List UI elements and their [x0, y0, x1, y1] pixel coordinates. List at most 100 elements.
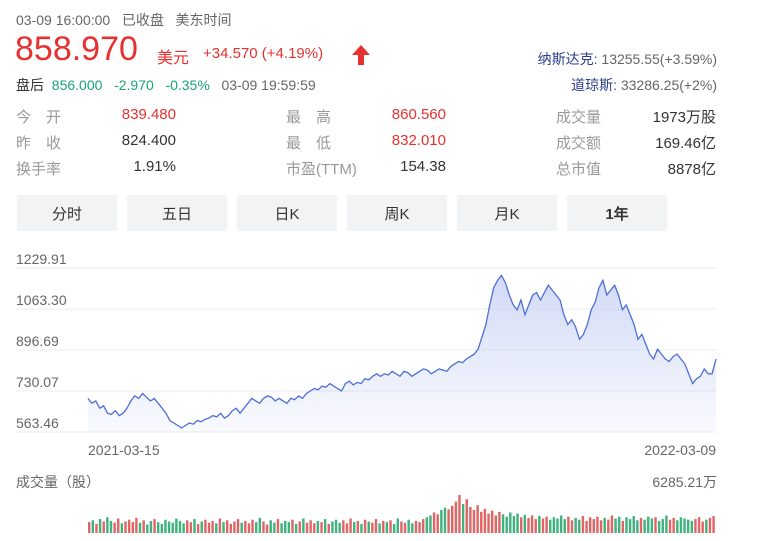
volume-bar [490, 510, 494, 533]
volume-bar [614, 518, 617, 533]
volume-bar [421, 519, 425, 533]
volume-bar [403, 522, 407, 533]
volume-bar [193, 519, 196, 533]
y-tick-label: 896.69 [16, 333, 59, 349]
tab-period[interactable]: 日K [237, 195, 337, 231]
quote-timestamp: 03-09 16:00:00 [16, 12, 111, 28]
volume-bar [581, 516, 585, 533]
volume-bar [549, 519, 552, 533]
arrow-up-icon [352, 45, 370, 65]
volume-bar [287, 522, 291, 533]
volume-bar [233, 521, 236, 533]
volume-bar [200, 521, 203, 533]
index-value: 13255.55(+3.59%) [601, 51, 717, 67]
volume-bar [607, 519, 610, 533]
volume-bar [127, 519, 131, 533]
index-dow[interactable]: 道琼斯: 33286.25(+2%) [571, 75, 717, 95]
volume-bar [95, 523, 98, 533]
volume-bar [98, 519, 102, 533]
market-status: 已收盘 [121, 12, 164, 28]
volume-bar [240, 522, 243, 533]
volume-bar [661, 519, 664, 533]
volume-bar [690, 520, 694, 533]
volume-bar [113, 522, 116, 533]
volume-bar [530, 515, 534, 533]
stat-value: 860.560 [391, 106, 446, 123]
tab-period[interactable]: 1年 [567, 195, 667, 231]
tab-period[interactable]: 分时 [17, 195, 117, 231]
volume-bar [284, 520, 287, 533]
volume-bar [425, 517, 429, 533]
volume-bar [480, 511, 483, 533]
volume-bar [541, 518, 545, 533]
volume-bar [164, 519, 167, 533]
volume-bar [472, 510, 476, 533]
tab-period[interactable]: 五日 [127, 195, 227, 231]
volume-bar [552, 517, 556, 533]
volume-bar [91, 520, 95, 533]
volume-bar [236, 519, 240, 533]
volume-bar [175, 518, 178, 533]
volume-bar [505, 516, 508, 533]
price-change: +34.570 (+4.19%) [203, 45, 324, 62]
volume-bar [712, 516, 715, 533]
after-hours-pct: -0.35% [165, 77, 210, 93]
volume-bar [465, 499, 468, 533]
volume-bar [512, 516, 516, 533]
volume-label: 成交量（股） [16, 474, 100, 490]
stat-label: 昨 收 [16, 135, 62, 152]
volume-bar [171, 522, 174, 533]
tab-period[interactable]: 周K [347, 195, 447, 231]
volume-bar [483, 508, 487, 533]
volume-bar [106, 517, 109, 533]
index-nasdaq[interactable]: 纳斯达克: 13255.55(+3.59%) [538, 49, 717, 69]
volume-bar [559, 515, 563, 533]
after-hours-label: 盘后 [16, 77, 44, 93]
volume-bar [588, 517, 592, 533]
volume-bar [578, 519, 581, 533]
index-name: 纳斯达克: [537, 51, 598, 67]
volume-bar [392, 523, 396, 533]
volume-bar [509, 512, 512, 533]
volume-bar [352, 522, 356, 533]
volume-bar [215, 523, 218, 533]
volume-bar [686, 519, 690, 533]
volume-bar [269, 520, 272, 533]
volume-bar [88, 522, 91, 533]
after-hours-change: -2.970 [114, 77, 154, 93]
stat-label: 成交额 [556, 135, 602, 152]
volume-bar [599, 520, 603, 533]
volume-bar [320, 522, 323, 533]
volume-bar [621, 520, 625, 533]
volume-bar [636, 520, 639, 533]
stat-label: 市盈(TTM) [286, 161, 357, 178]
volume-bar [639, 517, 643, 533]
stat-value: 832.010 [391, 132, 446, 149]
volume-bar [469, 507, 472, 533]
volume-bar [610, 515, 614, 533]
volume-bar [334, 519, 338, 533]
volume-bar [196, 523, 200, 533]
stat-label: 成交量 [556, 109, 602, 126]
volume-bar [323, 519, 327, 533]
volume-bar [650, 518, 654, 533]
volume-bar [160, 523, 164, 533]
volume-bar [694, 519, 697, 533]
volume-bar [135, 517, 138, 533]
volume-bar [247, 523, 251, 533]
volume-bar [676, 520, 679, 533]
volume-bar [516, 513, 519, 533]
volume-bar [665, 515, 668, 533]
volume-bar [592, 519, 596, 533]
volume-bar [407, 519, 410, 533]
volume-bar [603, 517, 606, 533]
volume-bar [309, 520, 312, 533]
volume-chart [88, 495, 715, 533]
volume-bar [262, 521, 265, 533]
after-hours-row: 盘后 856.000 -2.970 -0.35% 03-09 19:59:59 [16, 75, 316, 95]
volume-bar [244, 520, 247, 533]
tab-period[interactable]: 月K [457, 195, 557, 231]
volume-bar [570, 520, 574, 533]
stat-value: 824.400 [121, 132, 176, 149]
volume-bar [156, 522, 160, 533]
